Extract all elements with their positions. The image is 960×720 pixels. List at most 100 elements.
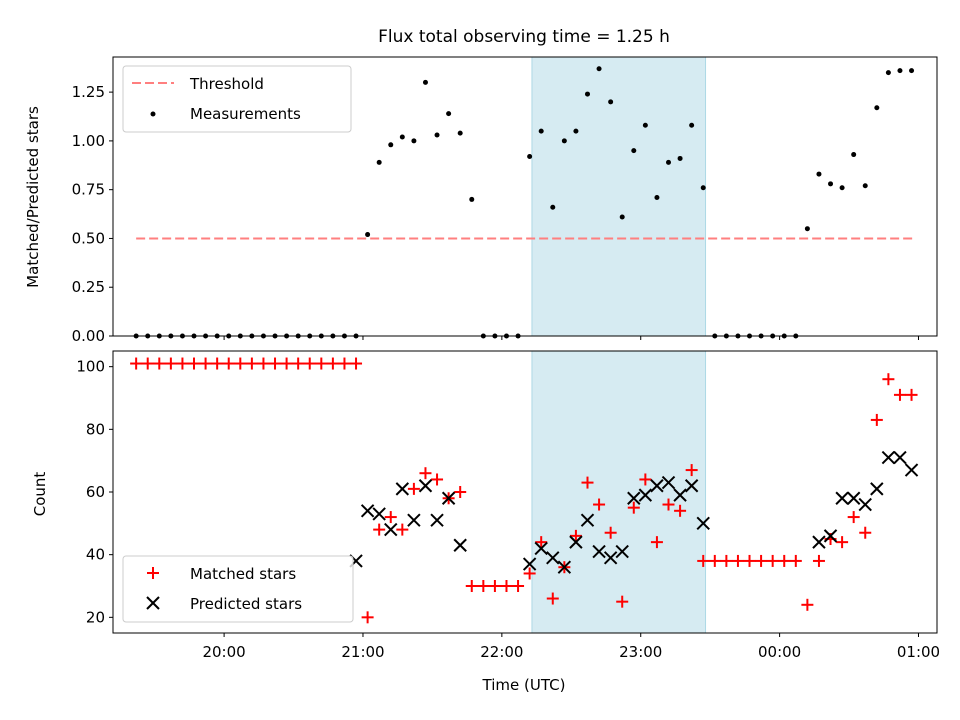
predicted-star-stroke-b: [360, 504, 375, 518]
predicted-star-stroke-b: [615, 544, 629, 559]
matched-star-point: [650, 536, 663, 549]
measurement-point: [631, 148, 637, 154]
bottom-legend-box: [122, 555, 354, 623]
measurement-point: [376, 159, 382, 165]
predicted-star-stroke-b: [534, 541, 548, 556]
matched-star-point: [338, 357, 351, 370]
measurement-point: [573, 128, 579, 134]
matched-star-point: [454, 486, 467, 498]
predicted-star-point: [673, 488, 687, 502]
predicted-star-stroke-b: [904, 463, 919, 477]
matched-star-point: [708, 554, 721, 567]
matched-star-point: [176, 357, 189, 370]
matched-star-point: [893, 388, 906, 401]
x-tick-label: 21:00: [341, 643, 384, 661]
predicted-star-stroke-b: [893, 450, 907, 465]
measurement-point: [897, 68, 903, 74]
predicted-star-point: [430, 513, 444, 527]
measurement-point: [851, 152, 857, 158]
predicted-star-stroke-b: [453, 538, 467, 552]
predicted-star-stroke-b: [881, 450, 896, 465]
matched-star-point: [211, 357, 224, 370]
predicted-star-point: [615, 544, 629, 559]
measurement-point: [839, 185, 845, 191]
predicted-star-point: [661, 475, 676, 490]
top-y-tick-label: 0.25: [72, 278, 105, 296]
measurement-point: [596, 66, 602, 72]
measurement-point: [804, 226, 810, 232]
predicted-star-point: [603, 551, 618, 565]
predicted-star-stroke-b: [430, 513, 444, 527]
measurement-point: [642, 122, 648, 128]
predicted-star-point: [858, 497, 872, 512]
measurement-point: [446, 111, 452, 117]
predicted-star-point: [638, 488, 653, 502]
matched-star-point: [292, 357, 305, 370]
measurement-point: [909, 68, 915, 74]
predicted-star-point: [557, 560, 572, 574]
matched-star-point: [384, 511, 397, 524]
matched-star-point: [778, 554, 791, 567]
measurement-point: [399, 134, 405, 140]
x-tick-label: 20:00: [202, 643, 245, 661]
measurement-point: [538, 128, 544, 134]
matched-star-point: [639, 473, 652, 486]
top-y-tick-label: 0.50: [72, 229, 105, 247]
matched-star-point: [882, 373, 895, 386]
predicted-star-point: [580, 513, 595, 527]
legend-measurement-swatch: [150, 111, 156, 117]
matched-star-point: [905, 388, 918, 401]
predicted-star-point: [870, 482, 884, 496]
measurement-point: [619, 214, 625, 220]
measurement-point: [654, 194, 660, 200]
matched-star-point: [269, 357, 282, 370]
matched-star-point: [685, 464, 698, 477]
matched-star-point: [766, 554, 779, 567]
top-axis-ticks: 0.00 0.25 0.50 0.75 1.00 1.25: [72, 83, 919, 345]
bottom-y-tick-label: 60: [86, 483, 105, 501]
matched-star-point: [141, 357, 154, 370]
top-axes-frame: [112, 56, 938, 337]
matched-star-point: [373, 523, 386, 536]
predicted-star-markers: [349, 450, 919, 574]
predicted-star-stroke-b: [812, 535, 826, 549]
matched-star-point: [859, 526, 872, 539]
top-y-tick-label: 0.00: [72, 327, 105, 345]
predicted-star-point: [407, 513, 421, 527]
matched-star-point: [199, 357, 212, 370]
predicted-star-stroke-b: [650, 479, 664, 493]
matched-star-point: [812, 554, 825, 567]
predicted-star-point: [835, 491, 849, 505]
matched-star-point: [743, 554, 756, 567]
predicted-star-point: [372, 507, 386, 521]
matched-star-point: [593, 498, 606, 511]
predicted-star-point: [846, 491, 861, 505]
measurement-point: [677, 155, 683, 161]
measurement-point: [862, 183, 868, 189]
matched-star-point: [674, 504, 687, 517]
legend-matched-swatch: [147, 567, 159, 579]
measurement-point: [885, 70, 891, 76]
x-tick-label: 23:00: [619, 643, 662, 661]
predicted-star-stroke-b: [638, 488, 653, 502]
matched-star-point: [801, 598, 814, 611]
top-legend: Threshold Measurements: [122, 65, 352, 133]
predicted-star-stroke-b: [673, 488, 687, 502]
predicted-star-stroke-b: [407, 513, 421, 527]
predicted-star-point: [453, 538, 467, 552]
predicted-star-point: [441, 491, 456, 505]
predicted-star-stroke-b: [557, 560, 572, 574]
bottom-legend: Matched stars Predicted stars: [122, 555, 354, 623]
measurement-point: [689, 122, 695, 128]
predicted-star-point: [904, 463, 919, 477]
measurement-point: [527, 154, 533, 160]
measurement-point: [388, 142, 394, 148]
predicted-star-stroke-b: [835, 491, 849, 505]
bottom-y-tick-label: 40: [86, 546, 105, 564]
measurement-point: [365, 232, 371, 238]
matched-star-point: [315, 357, 328, 370]
top-y-tick-label: 1.00: [72, 132, 105, 150]
matched-star-point: [755, 554, 768, 567]
predicted-star-point: [881, 450, 896, 465]
